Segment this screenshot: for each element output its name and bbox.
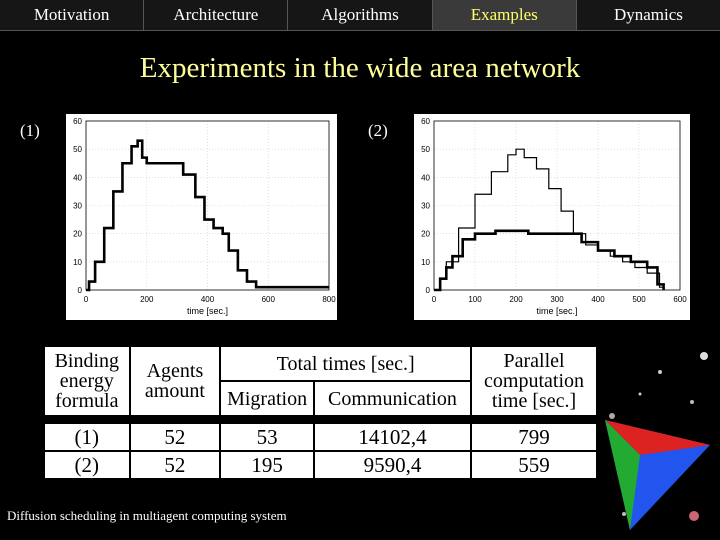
x-axis-label: time [sec.] — [187, 306, 228, 316]
plot-1-label: (1) — [20, 121, 40, 140]
cell-communication: 14102,4 — [312, 422, 473, 452]
top-nav: Motivation Architecture Algorithms Examp… — [0, 0, 720, 32]
y-tick-label: 30 — [73, 202, 82, 211]
plot-frame — [433, 120, 681, 291]
cell-formula: (1) — [43, 422, 131, 452]
series-line-1 — [434, 148, 665, 291]
star — [690, 400, 694, 404]
y-tick-label: 60 — [73, 117, 82, 126]
x-tick-label: 100 — [468, 295, 482, 304]
x-tick-label: 400 — [591, 295, 605, 304]
results-table-header: Binding energy formula Agents amount Tot… — [43, 345, 598, 417]
star — [700, 352, 708, 360]
header-migration: Migration — [219, 380, 315, 417]
nav-item-architecture[interactable]: Architecture — [144, 0, 289, 31]
star — [689, 511, 699, 521]
x-tick-label: 600 — [262, 295, 276, 304]
x-tick-label: 0 — [84, 295, 89, 304]
cell-agents: 52 — [128, 450, 222, 480]
header-parallel-time: Parallel computation time [sec.] — [470, 345, 598, 417]
cell-migration: 195 — [219, 450, 315, 480]
slide-footer: Diffusion scheduling in multiagent compu… — [7, 508, 287, 523]
cell-agents: 52 — [128, 422, 222, 452]
y-tick-label: 60 — [421, 117, 430, 126]
nav-item-algorithms[interactable]: Algorithms — [288, 0, 433, 31]
table-row: (1) 52 53 14102,4 799 — [43, 422, 598, 452]
header-communication: Communication — [312, 380, 473, 417]
header-binding-energy: Binding energy formula — [43, 345, 131, 417]
x-tick-label: 200 — [140, 295, 154, 304]
y-tick-label: 40 — [73, 173, 82, 182]
star — [638, 392, 642, 396]
slide-title: Experiments in the wide area network — [139, 52, 581, 84]
x-tick-label: 600 — [673, 295, 687, 304]
rgb-triangle-logo-red — [605, 420, 710, 455]
nav-item-dynamics[interactable]: Dynamics — [576, 0, 720, 31]
cell-parallel: 799 — [470, 422, 598, 452]
y-tick-label: 0 — [426, 286, 431, 295]
rgb-triangle-logo-green — [605, 420, 640, 530]
table-row: (2) 52 195 9590,4 559 — [43, 450, 598, 480]
header-total-times: Total times [sec.] — [219, 345, 473, 382]
x-tick-label: 0 — [432, 295, 437, 304]
x-axis-label: time [sec.] — [536, 306, 577, 316]
series-line-2 — [434, 229, 665, 292]
x-tick-label: 500 — [632, 295, 646, 304]
y-tick-label: 50 — [73, 145, 82, 154]
y-tick-label: 30 — [421, 202, 430, 211]
nav-item-examples[interactable]: Examples — [432, 0, 577, 31]
cell-parallel: 559 — [470, 450, 598, 480]
nav-item-motivation[interactable]: Motivation — [0, 0, 145, 31]
star — [609, 413, 615, 419]
x-tick-label: 400 — [201, 295, 215, 304]
y-tick-label: 20 — [421, 230, 430, 239]
header-agents-amount: Agents amount — [128, 345, 222, 417]
cell-communication: 9590,4 — [312, 450, 473, 480]
plot-frame — [85, 120, 330, 291]
rgb-triangle-logo — [605, 420, 710, 530]
y-tick-label: 50 — [421, 145, 430, 154]
y-tick-label: 10 — [73, 258, 82, 267]
star — [622, 512, 626, 516]
cell-migration: 53 — [219, 422, 315, 452]
x-tick-label: 300 — [550, 295, 564, 304]
series-line-1 — [86, 139, 329, 292]
y-tick-label: 0 — [78, 286, 83, 295]
results-table-body: (1) 52 53 14102,4 799 (2) 52 195 9590,4 … — [43, 422, 598, 480]
y-tick-label: 10 — [421, 258, 430, 267]
star — [658, 370, 662, 374]
y-tick-label: 40 — [421, 173, 430, 182]
x-tick-label: 200 — [509, 295, 523, 304]
cell-formula: (2) — [43, 450, 131, 480]
x-tick-label: 800 — [322, 295, 336, 304]
plot-2-label: (2) — [368, 121, 388, 140]
y-tick-label: 20 — [73, 230, 82, 239]
